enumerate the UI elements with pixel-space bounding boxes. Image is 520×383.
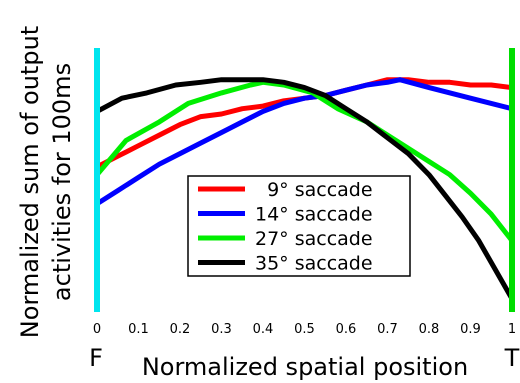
legend-entry-3: 27° saccade	[255, 228, 373, 250]
y-axis-label-line-1: Normalized sum of output	[16, 26, 44, 338]
series-line-4	[95, 77, 515, 301]
y-axis-label-line-2: activities for 100ms	[48, 63, 76, 301]
x-tick-label: 0.9	[460, 322, 481, 337]
x-tick-label: 0.8	[419, 322, 440, 337]
x-tick-label: 0.1	[128, 322, 149, 337]
x-tick-label: 1	[508, 322, 516, 337]
x-tick-label: 0	[93, 322, 101, 337]
x-tick-label: 0.6	[336, 322, 357, 337]
x-end-label-left: F	[89, 344, 103, 372]
x-axis-label: Normalized spatial position	[142, 353, 468, 381]
legend-entry-1: 9° saccade	[255, 179, 373, 201]
x-end-label-right: T	[504, 344, 520, 372]
legend-entry-2: 14° saccade	[255, 204, 373, 226]
x-tick-label: 0.5	[294, 322, 315, 337]
legend-entry-4: 35° saccade	[255, 253, 373, 275]
x-tick-label: 0.2	[170, 322, 191, 337]
legend-box	[187, 175, 411, 277]
x-tick-label: 0.3	[211, 322, 232, 337]
plot-area: 0 0.1 0.2 0.3 0.4 0.5 0.6 0.7 0.8 0.9 1	[93, 48, 516, 337]
series-line-2	[95, 77, 513, 206]
x-tick-label: 0.7	[377, 322, 398, 337]
axis-labels: Normalized spatial position F T Normaliz…	[16, 26, 520, 381]
x-tick-label: 0.4	[253, 322, 274, 337]
